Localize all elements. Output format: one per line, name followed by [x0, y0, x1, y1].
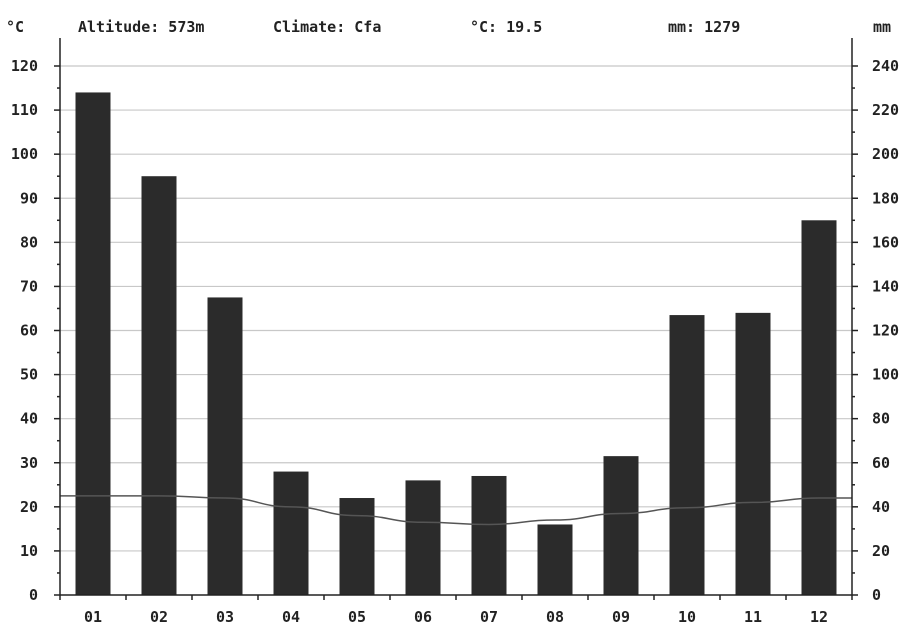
left-axis-tick-label: 40 — [20, 410, 38, 428]
right-axis-tick-label: 0 — [872, 586, 881, 604]
right-axis-tick-label: 80 — [872, 410, 890, 428]
precipitation-bar — [339, 498, 375, 595]
right-axis-tick-label: 200 — [872, 145, 899, 163]
right-axis-tick-label: 180 — [872, 189, 899, 207]
bar-layer — [75, 92, 837, 596]
grid-layer — [60, 65, 852, 552]
x-axis-tick-label: 02 — [150, 608, 168, 626]
line-layer — [60, 495, 852, 526]
right-axis-tick-label: 60 — [872, 454, 890, 472]
right-axis-tick-label: 240 — [872, 57, 899, 75]
x-axis-tick-label: 03 — [216, 608, 234, 626]
x-axis-tick-label: 11 — [744, 608, 762, 626]
left-axis-tick-label: 80 — [20, 233, 38, 251]
precipitation-bar — [405, 480, 441, 595]
left-axis-tick-label: 100 — [11, 145, 38, 163]
right-axis-tick-label: 100 — [872, 366, 899, 384]
x-axis-tick-label: 01 — [84, 608, 102, 626]
temperature-line — [60, 495, 852, 526]
precipitation-bar — [669, 315, 705, 595]
left-axis-unit: °C — [6, 18, 24, 36]
axis-layer — [54, 38, 858, 600]
left-axis-tick-label: 30 — [20, 454, 38, 472]
precipitation-bar — [273, 471, 309, 595]
x-axis-tick-label: 08 — [546, 608, 564, 626]
precipitation-bar — [801, 220, 837, 595]
left-axis-tick-label: 10 — [20, 542, 38, 560]
precipitation-bar — [141, 176, 177, 596]
x-axis-tick-label: 07 — [480, 608, 498, 626]
right-axis-tick-label: 160 — [872, 233, 899, 251]
mean-temperature-label: °C: 19.5 — [470, 18, 542, 36]
precipitation-bar — [735, 312, 771, 595]
x-axis-tick-label: 10 — [678, 608, 696, 626]
right-axis-unit: mm — [873, 18, 891, 36]
left-axis-tick-label: 20 — [20, 498, 38, 516]
label-layer: 0102030405060708090100110120020406080100… — [11, 57, 899, 626]
left-axis-tick-label: 60 — [20, 322, 38, 340]
x-axis-tick-label: 12 — [810, 608, 828, 626]
climate-label: Climate: Cfa — [273, 18, 381, 36]
right-axis-tick-label: 120 — [872, 322, 899, 340]
altitude-label: Altitude: 573m — [78, 18, 204, 36]
x-axis-tick-label: 09 — [612, 608, 630, 626]
left-axis-tick-label: 0 — [29, 586, 38, 604]
left-axis-tick-label: 110 — [11, 101, 38, 119]
precipitation-bar — [603, 456, 639, 595]
right-axis-tick-label: 140 — [872, 277, 899, 295]
left-axis-tick-label: 120 — [11, 57, 38, 75]
precipitation-bar — [471, 475, 507, 595]
left-axis-tick-label: 50 — [20, 366, 38, 384]
precipitation-bar — [75, 92, 111, 595]
left-axis-tick-label: 90 — [20, 189, 38, 207]
left-axis-tick-label: 70 — [20, 277, 38, 295]
x-axis-tick-label: 04 — [282, 608, 300, 626]
precipitation-bar — [537, 524, 573, 595]
x-axis-tick-label: 05 — [348, 608, 366, 626]
right-axis-tick-label: 220 — [872, 101, 899, 119]
x-axis-tick-label: 06 — [414, 608, 432, 626]
precipitation-bar — [207, 297, 243, 595]
total-precipitation-label: mm: 1279 — [668, 18, 740, 36]
right-axis-tick-label: 20 — [872, 542, 890, 560]
right-axis-tick-label: 40 — [872, 498, 890, 516]
